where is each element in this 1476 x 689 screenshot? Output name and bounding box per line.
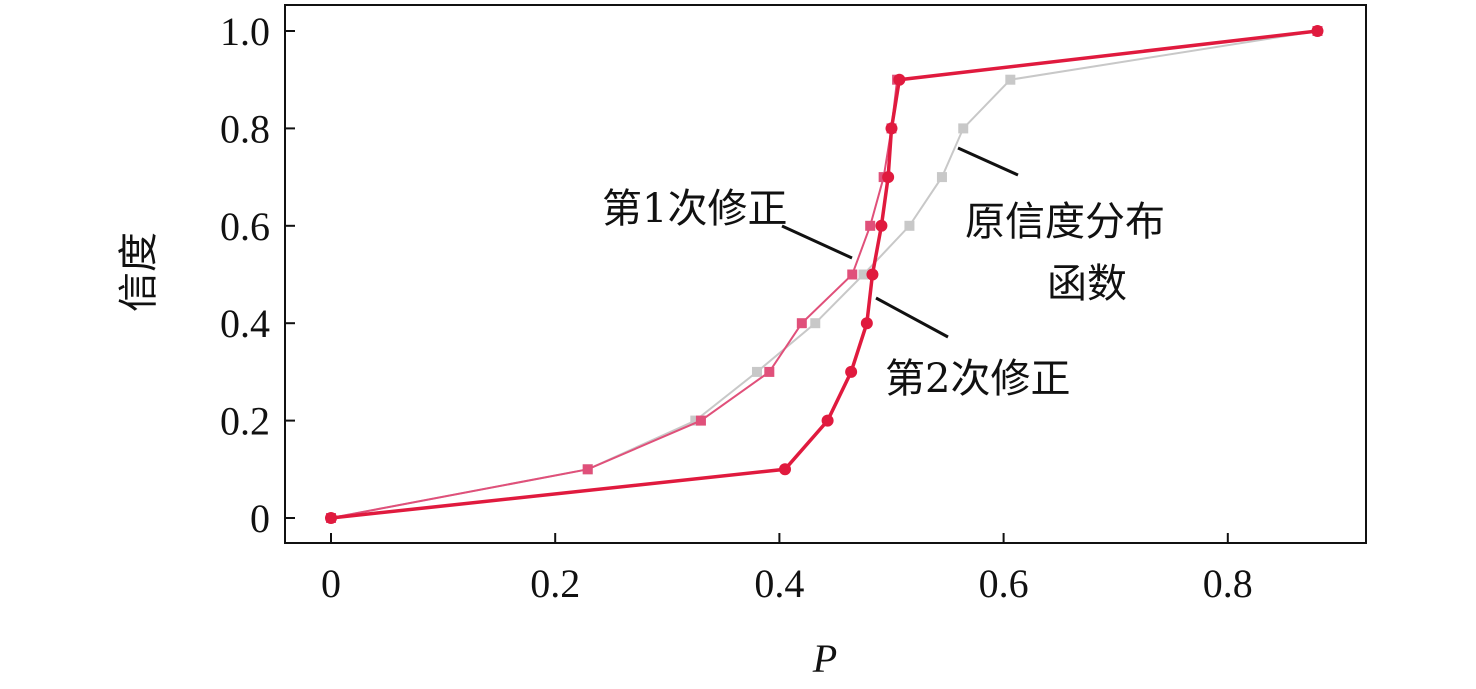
data-point bbox=[821, 414, 834, 427]
data-point bbox=[690, 415, 701, 426]
y-axis-label: 信度 bbox=[116, 232, 162, 312]
y-tick-label: 0.6 bbox=[220, 204, 270, 249]
data-point bbox=[893, 73, 906, 86]
y-tick-label: 1.0 bbox=[220, 9, 270, 54]
data-point bbox=[858, 269, 869, 280]
leader-line-2 bbox=[875, 296, 949, 339]
annotation-first-correction: 第1次修正 bbox=[602, 186, 787, 232]
annotation-second-correction: 第2次修正 bbox=[885, 356, 1070, 402]
x-tick-label: 0.6 bbox=[979, 561, 1029, 606]
annotation-original-line2: 函数 bbox=[1047, 261, 1127, 307]
leader-line-0 bbox=[957, 146, 1019, 177]
y-tick-label: 0.4 bbox=[220, 301, 270, 346]
data-point bbox=[1005, 74, 1016, 85]
data-point bbox=[885, 122, 898, 135]
annotation-original: 原信度分布 bbox=[965, 199, 1165, 245]
data-point bbox=[904, 220, 915, 231]
data-point bbox=[958, 123, 969, 134]
data-point bbox=[1311, 25, 1324, 37]
y-tick-label: 0.2 bbox=[220, 399, 270, 444]
data-point bbox=[865, 220, 876, 231]
data-point bbox=[936, 172, 947, 183]
data-point bbox=[695, 415, 706, 426]
data-point bbox=[847, 269, 858, 280]
leader-line-1 bbox=[781, 224, 853, 260]
data-point bbox=[810, 318, 821, 329]
data-point bbox=[796, 318, 807, 329]
data-point bbox=[582, 464, 593, 475]
y-tick-label: 0 bbox=[250, 496, 270, 541]
data-point bbox=[866, 268, 879, 281]
x-tick-label: 0.4 bbox=[754, 561, 804, 606]
data-point bbox=[882, 171, 895, 184]
data-point bbox=[860, 317, 873, 330]
data-point bbox=[325, 512, 337, 524]
x-axis-label: P bbox=[812, 636, 837, 681]
plot-frame bbox=[284, 4, 1367, 544]
x-tick-label: 0.8 bbox=[1203, 561, 1253, 606]
data-point bbox=[845, 365, 858, 378]
data-point bbox=[751, 366, 762, 377]
data-point bbox=[779, 463, 792, 476]
x-tick-label: 0 bbox=[321, 561, 341, 606]
x-tick-label: 0.2 bbox=[530, 561, 580, 606]
data-point bbox=[875, 219, 888, 232]
data-point bbox=[764, 366, 775, 377]
y-tick-label: 0.8 bbox=[220, 106, 270, 151]
